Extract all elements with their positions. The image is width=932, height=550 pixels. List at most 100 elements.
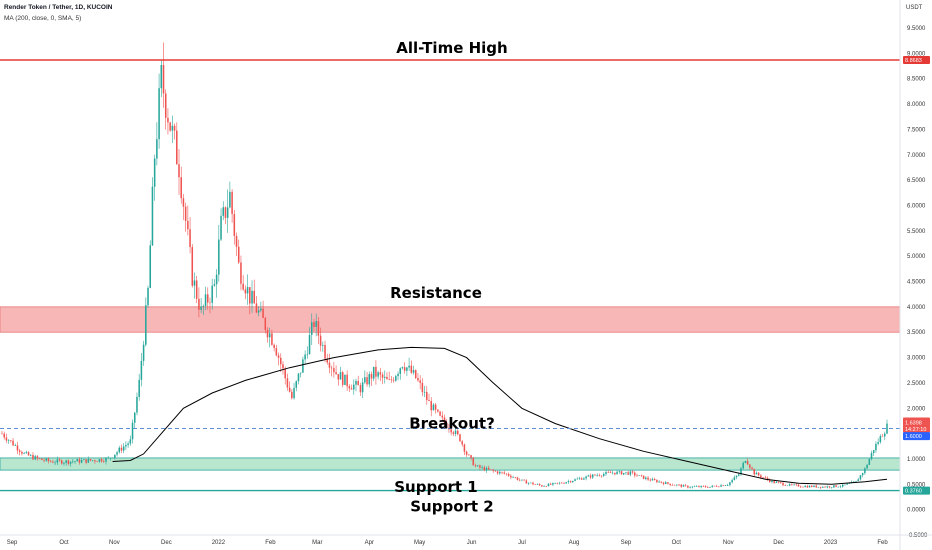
candle xyxy=(795,484,798,486)
candle xyxy=(395,376,397,381)
candle xyxy=(514,477,517,478)
candle xyxy=(572,480,574,483)
candle xyxy=(277,355,280,358)
candle xyxy=(432,404,435,411)
candle xyxy=(29,455,32,456)
candle xyxy=(802,486,804,488)
candle xyxy=(567,481,570,483)
x-tick-label: Oct xyxy=(59,540,69,546)
candle xyxy=(213,284,216,286)
candle xyxy=(273,344,275,349)
candle xyxy=(293,387,295,399)
candle xyxy=(315,321,317,327)
candle xyxy=(242,283,244,290)
candle xyxy=(41,458,43,461)
candle xyxy=(118,447,121,453)
candle xyxy=(10,440,12,441)
candle xyxy=(189,229,191,248)
candle xyxy=(622,472,625,475)
candle xyxy=(304,354,306,360)
candle xyxy=(357,380,359,386)
candle xyxy=(835,485,837,487)
annotations-layer: All-Time High Resistance Breakout? Support … xyxy=(390,39,508,516)
candle xyxy=(114,454,116,458)
candle xyxy=(149,245,152,288)
candle xyxy=(240,262,242,284)
candle xyxy=(709,486,711,488)
y-axis[interactable]: 9.5000 9.0000 8.5000 8.0000 7.5000 7.0000 6.50… xyxy=(899,0,928,550)
candle xyxy=(625,472,627,473)
candle xyxy=(21,452,23,454)
candle xyxy=(299,372,302,374)
candle xyxy=(322,344,324,346)
candle xyxy=(479,465,481,468)
candle xyxy=(14,445,17,446)
candle xyxy=(211,285,213,303)
candle xyxy=(18,450,21,453)
candle xyxy=(54,462,56,464)
candle xyxy=(640,475,643,476)
candle xyxy=(507,473,510,476)
candle xyxy=(36,456,39,459)
candle xyxy=(78,459,81,463)
candle xyxy=(195,280,198,299)
candle xyxy=(284,368,286,379)
candle xyxy=(295,381,298,388)
candle xyxy=(202,306,205,307)
candle xyxy=(476,465,479,467)
breakout-price-tag-bg xyxy=(903,432,930,441)
candle xyxy=(735,475,738,478)
candle xyxy=(206,294,209,303)
candle xyxy=(620,471,623,475)
x-tick-label: Sep xyxy=(621,540,632,546)
candle xyxy=(715,486,718,487)
candle xyxy=(631,471,634,473)
candle xyxy=(160,65,163,89)
candle xyxy=(700,485,702,488)
candle xyxy=(530,482,532,484)
candle xyxy=(353,384,355,390)
candle xyxy=(237,246,240,263)
candle xyxy=(512,477,514,478)
candle xyxy=(638,475,640,476)
candle xyxy=(744,461,747,463)
candle xyxy=(423,391,426,393)
candle xyxy=(262,308,264,318)
x-axis[interactable]: Sep Oct Nov Dec 2022 Feb Mar Apr May Jun Jul Aug Sep… xyxy=(0,534,932,546)
candle xyxy=(251,290,253,304)
candle xyxy=(414,370,417,379)
candle xyxy=(421,382,424,393)
candle xyxy=(587,475,590,477)
candle xyxy=(837,486,840,488)
candle xyxy=(521,479,523,481)
candle xyxy=(319,335,322,346)
candle xyxy=(377,372,379,377)
candle xyxy=(525,480,528,484)
candle xyxy=(76,459,78,462)
resistance-zone xyxy=(0,306,901,333)
candle xyxy=(94,460,96,462)
candle xyxy=(468,454,470,456)
candle xyxy=(755,472,758,475)
candle xyxy=(142,344,145,361)
candle xyxy=(804,485,806,487)
x-tick-label: 2022 xyxy=(212,540,226,546)
candle xyxy=(642,475,645,479)
candle xyxy=(233,214,236,236)
candle xyxy=(162,65,165,94)
candle xyxy=(844,484,846,486)
y-tick-label: 9.0000 xyxy=(907,51,926,57)
y-tick-label: 6.0000 xyxy=(907,203,926,209)
candle xyxy=(169,122,171,131)
candle xyxy=(151,186,154,246)
candle xyxy=(266,329,269,338)
candle xyxy=(704,486,707,488)
candle xyxy=(310,322,313,335)
candle xyxy=(158,88,160,140)
candle xyxy=(280,357,282,365)
candle xyxy=(861,473,864,476)
candle xyxy=(541,485,543,487)
candle xyxy=(782,482,784,486)
candle xyxy=(549,483,552,485)
